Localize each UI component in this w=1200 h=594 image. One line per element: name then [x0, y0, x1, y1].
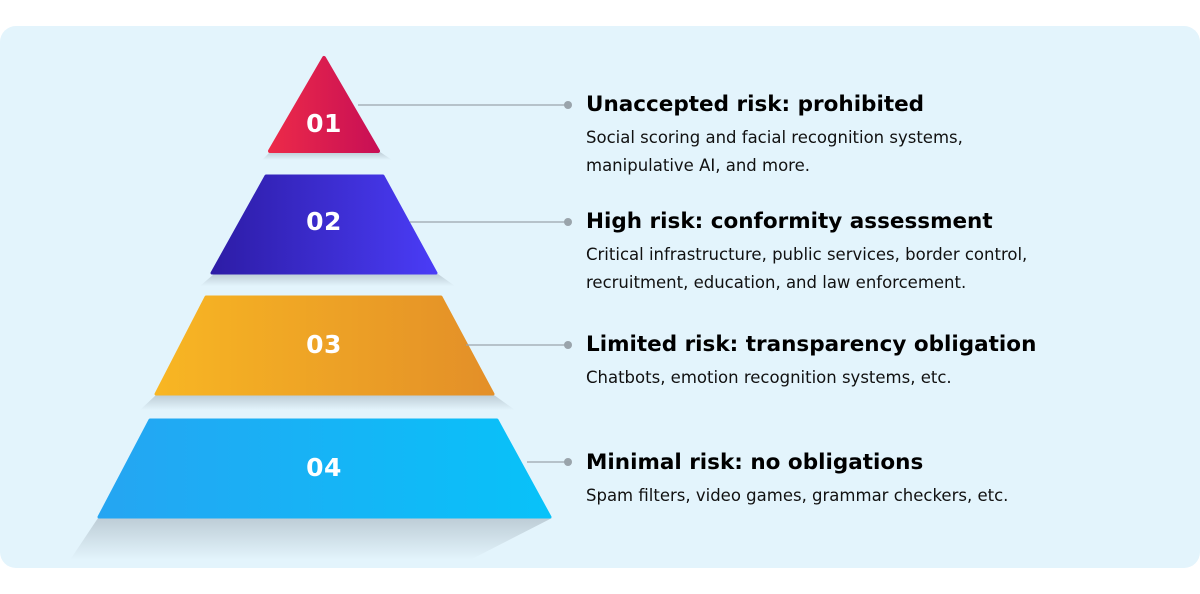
tier-4-number: 04	[306, 453, 342, 482]
level-3-description-line-1: Chatbots, emotion recognition systems, e…	[586, 368, 952, 387]
level-2-title: High risk: conformity assessment	[586, 209, 993, 234]
tier-4-shape	[97, 418, 552, 519]
level-2-description-line-1: Critical infrastructure, public services…	[586, 245, 1028, 264]
level-1-description-line-2: manipulative AI, and more.	[586, 156, 810, 175]
level-4-text: Minimal risk: no obligations Spam filter…	[586, 450, 1186, 510]
tier-2-connector-dot	[564, 218, 572, 226]
tier-4-shadow	[70, 518, 552, 560]
tier-4-connector-dot	[564, 458, 572, 466]
level-2-text: High risk: conformity assessment Critica…	[586, 209, 1186, 297]
tier-2-shape	[210, 174, 438, 275]
level-1-title: Unaccepted risk: prohibited	[586, 92, 925, 117]
tier-2-number: 02	[306, 207, 342, 236]
level-1-description-line-1: Social scoring and facial recognition sy…	[586, 128, 963, 147]
tier-1-connector-dot	[564, 101, 572, 109]
tier-1-shape	[268, 56, 380, 153]
level-4-title: Minimal risk: no obligations	[586, 450, 924, 475]
tier-2-shadow	[200, 274, 455, 286]
level-2-description-line-2: recruitment, education, and law enforcem…	[586, 273, 967, 292]
tier-3-connector-dot	[564, 341, 572, 349]
level-4-description-line-1: Spam filters, video games, grammar check…	[586, 486, 1009, 505]
level-1-text: Unaccepted risk: prohibited Social scori…	[586, 92, 1186, 180]
level-2-description: Critical infrastructure, public services…	[586, 241, 1186, 297]
tier-1-number: 01	[306, 109, 342, 138]
tier-3-number: 03	[306, 330, 342, 359]
level-3-title: Limited risk: transparency obligation	[586, 332, 1037, 357]
level-4-description: Spam filters, video games, grammar check…	[586, 482, 1186, 510]
tier-1-shadow	[262, 152, 392, 160]
level-1-description: Social scoring and facial recognition sy…	[586, 124, 1186, 180]
level-3-description: Chatbots, emotion recognition systems, e…	[586, 364, 1186, 392]
tier-3-shape	[154, 295, 495, 396]
level-3-text: Limited risk: transparency obligation Ch…	[586, 332, 1186, 392]
tier-3-shadow	[140, 395, 515, 410]
